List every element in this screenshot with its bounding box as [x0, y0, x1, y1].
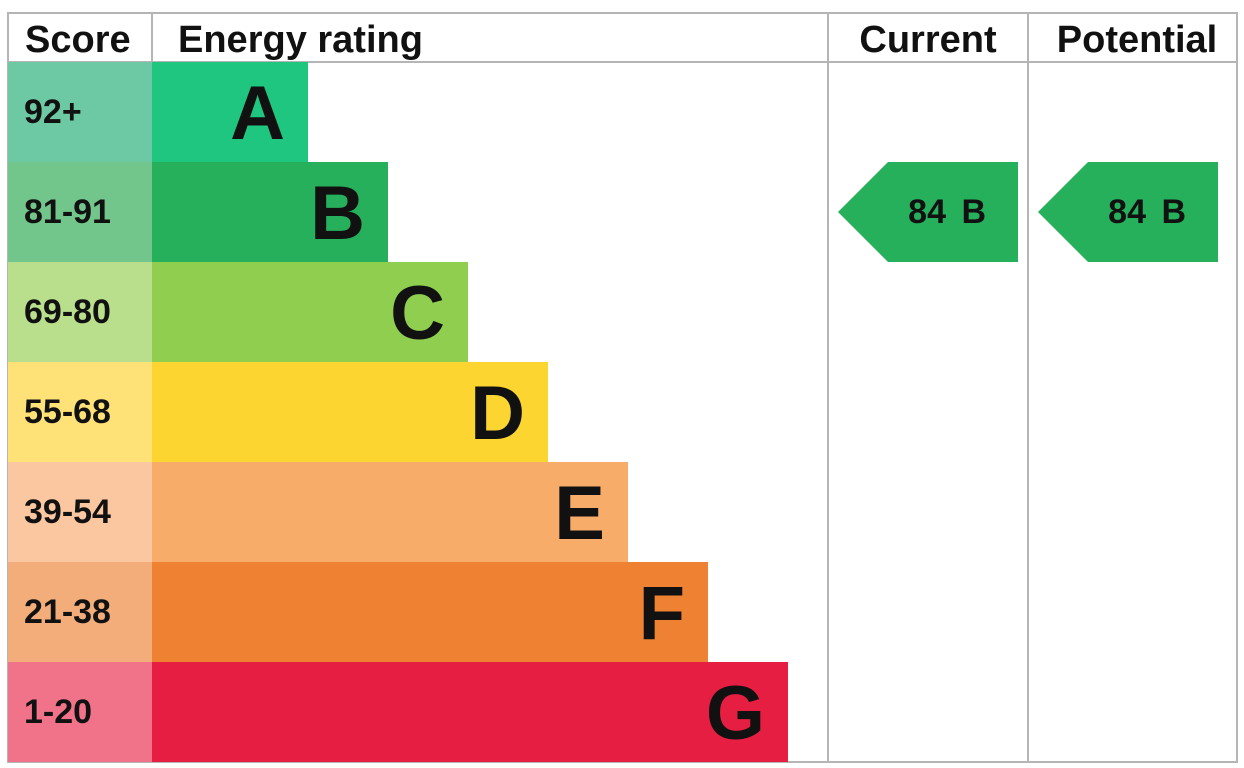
rating-letter-f: F: [639, 571, 685, 656]
score-label-g: 1-20: [24, 693, 92, 731]
potential-rating-letter: B: [1161, 193, 1186, 231]
rating-bar-f: [152, 562, 708, 662]
rating-letter-e: E: [554, 471, 605, 556]
score-cell-c: [8, 262, 152, 362]
score-cell-f: [8, 562, 152, 662]
score-label-f: 21-38: [24, 593, 111, 631]
current-rating-letter: B: [961, 193, 986, 231]
rating-bar-e: [152, 462, 628, 562]
rating-letter-g: G: [706, 671, 765, 756]
rating-bands: 92+ A 81-91 B 69-80 C 55-68 D 39-54 E 21-38 F 1-20 G: [8, 62, 788, 762]
score-label-d: 55-68: [24, 393, 111, 431]
score-label-a: 92+: [24, 93, 82, 131]
potential-rating-value: 84: [1108, 193, 1146, 231]
rating-indicators: 84 B 84 B: [838, 162, 1218, 262]
rating-bar-a: [152, 62, 308, 162]
rating-letter-d: D: [470, 371, 525, 456]
score-cell-d: [8, 362, 152, 462]
score-cell-b: [8, 162, 152, 262]
rating-letter-a: A: [230, 71, 285, 156]
rating-letter-b: B: [310, 171, 365, 256]
score-label-e: 39-54: [24, 493, 111, 531]
rating-bar-b: [152, 162, 388, 262]
score-cell-e: [8, 462, 152, 562]
current-rating-arrow: [838, 162, 1018, 262]
score-header: Score: [25, 19, 131, 61]
energy-rating-header: Energy rating: [178, 19, 423, 61]
score-label-b: 81-91: [24, 193, 111, 231]
score-label-c: 69-80: [24, 293, 111, 331]
rating-bar-d: [152, 362, 548, 462]
rating-letter-c: C: [390, 271, 445, 356]
potential-header: Potential: [1057, 19, 1217, 61]
current-rating-value: 84: [908, 193, 946, 231]
current-header: Current: [859, 19, 997, 61]
score-cell-g: [8, 662, 152, 762]
score-cell-a: [8, 62, 152, 162]
rating-bar-c: [152, 262, 468, 362]
rating-bar-g: [152, 662, 788, 762]
potential-rating-arrow: [1038, 162, 1218, 262]
